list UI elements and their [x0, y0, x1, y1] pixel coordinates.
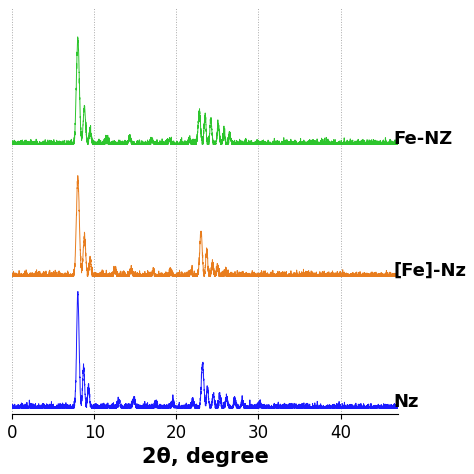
Text: Nz: Nz [394, 393, 419, 411]
X-axis label: 2θ, degree: 2θ, degree [142, 447, 268, 467]
Text: Fe-NZ: Fe-NZ [394, 130, 453, 148]
Text: [Fe]-Nz: [Fe]-Nz [394, 262, 467, 280]
